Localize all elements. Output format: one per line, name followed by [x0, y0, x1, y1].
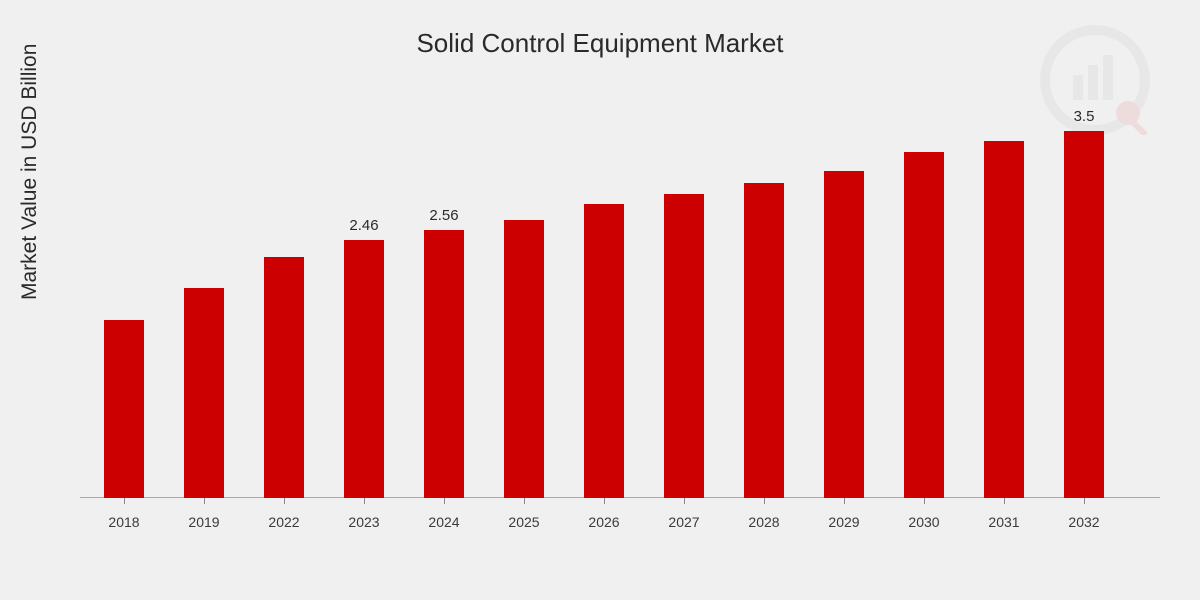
bar	[744, 183, 784, 498]
bar	[344, 240, 384, 498]
x-tick-label: 2026	[564, 514, 644, 530]
x-tick-mark	[684, 498, 685, 504]
x-tick-label: 2030	[884, 514, 964, 530]
chart-title: Solid Control Equipment Market	[0, 0, 1200, 59]
x-tick-mark	[844, 498, 845, 504]
bar	[904, 152, 944, 498]
bar-value-label: 2.46	[334, 217, 394, 234]
x-tick-mark	[364, 498, 365, 504]
x-tick-label: 2019	[164, 514, 244, 530]
x-tick-label: 2028	[724, 514, 804, 530]
x-tick-label: 2027	[644, 514, 724, 530]
x-tick-label: 2025	[484, 514, 564, 530]
x-tick-mark	[444, 498, 445, 504]
bar	[824, 171, 864, 498]
x-tick-label: 2023	[324, 514, 404, 530]
bar	[104, 320, 144, 498]
x-tick-mark	[524, 498, 525, 504]
x-tick-mark	[204, 498, 205, 504]
bar-value-label: 2.56	[414, 207, 474, 224]
x-tick-mark	[604, 498, 605, 504]
x-tick-label: 2032	[1044, 514, 1124, 530]
x-tick-mark	[764, 498, 765, 504]
bar	[664, 194, 704, 498]
x-tick-label: 2031	[964, 514, 1044, 530]
bar-value-label: 3.5	[1054, 108, 1114, 125]
chart-area: 2018201920222023 2.46 2024 2.56 202520262027…	[80, 110, 1160, 530]
y-axis-label: Market Value in USD Billion	[18, 44, 42, 300]
bar	[264, 257, 304, 498]
bar	[424, 230, 464, 498]
bar	[504, 220, 544, 498]
bar	[1064, 131, 1104, 498]
bar	[184, 288, 224, 498]
x-tick-mark	[124, 498, 125, 504]
x-tick-mark	[1004, 498, 1005, 504]
x-tick-label: 2024	[404, 514, 484, 530]
x-tick-mark	[284, 498, 285, 504]
x-tick-label: 2018	[84, 514, 164, 530]
x-tick-mark	[924, 498, 925, 504]
x-tick-mark	[1084, 498, 1085, 504]
x-tick-label: 2022	[244, 514, 324, 530]
bar	[984, 141, 1024, 498]
plot-area: 2018201920222023 2.46 2024 2.56 202520262027…	[80, 110, 1160, 530]
bar	[584, 204, 624, 498]
x-tick-label: 2029	[804, 514, 884, 530]
